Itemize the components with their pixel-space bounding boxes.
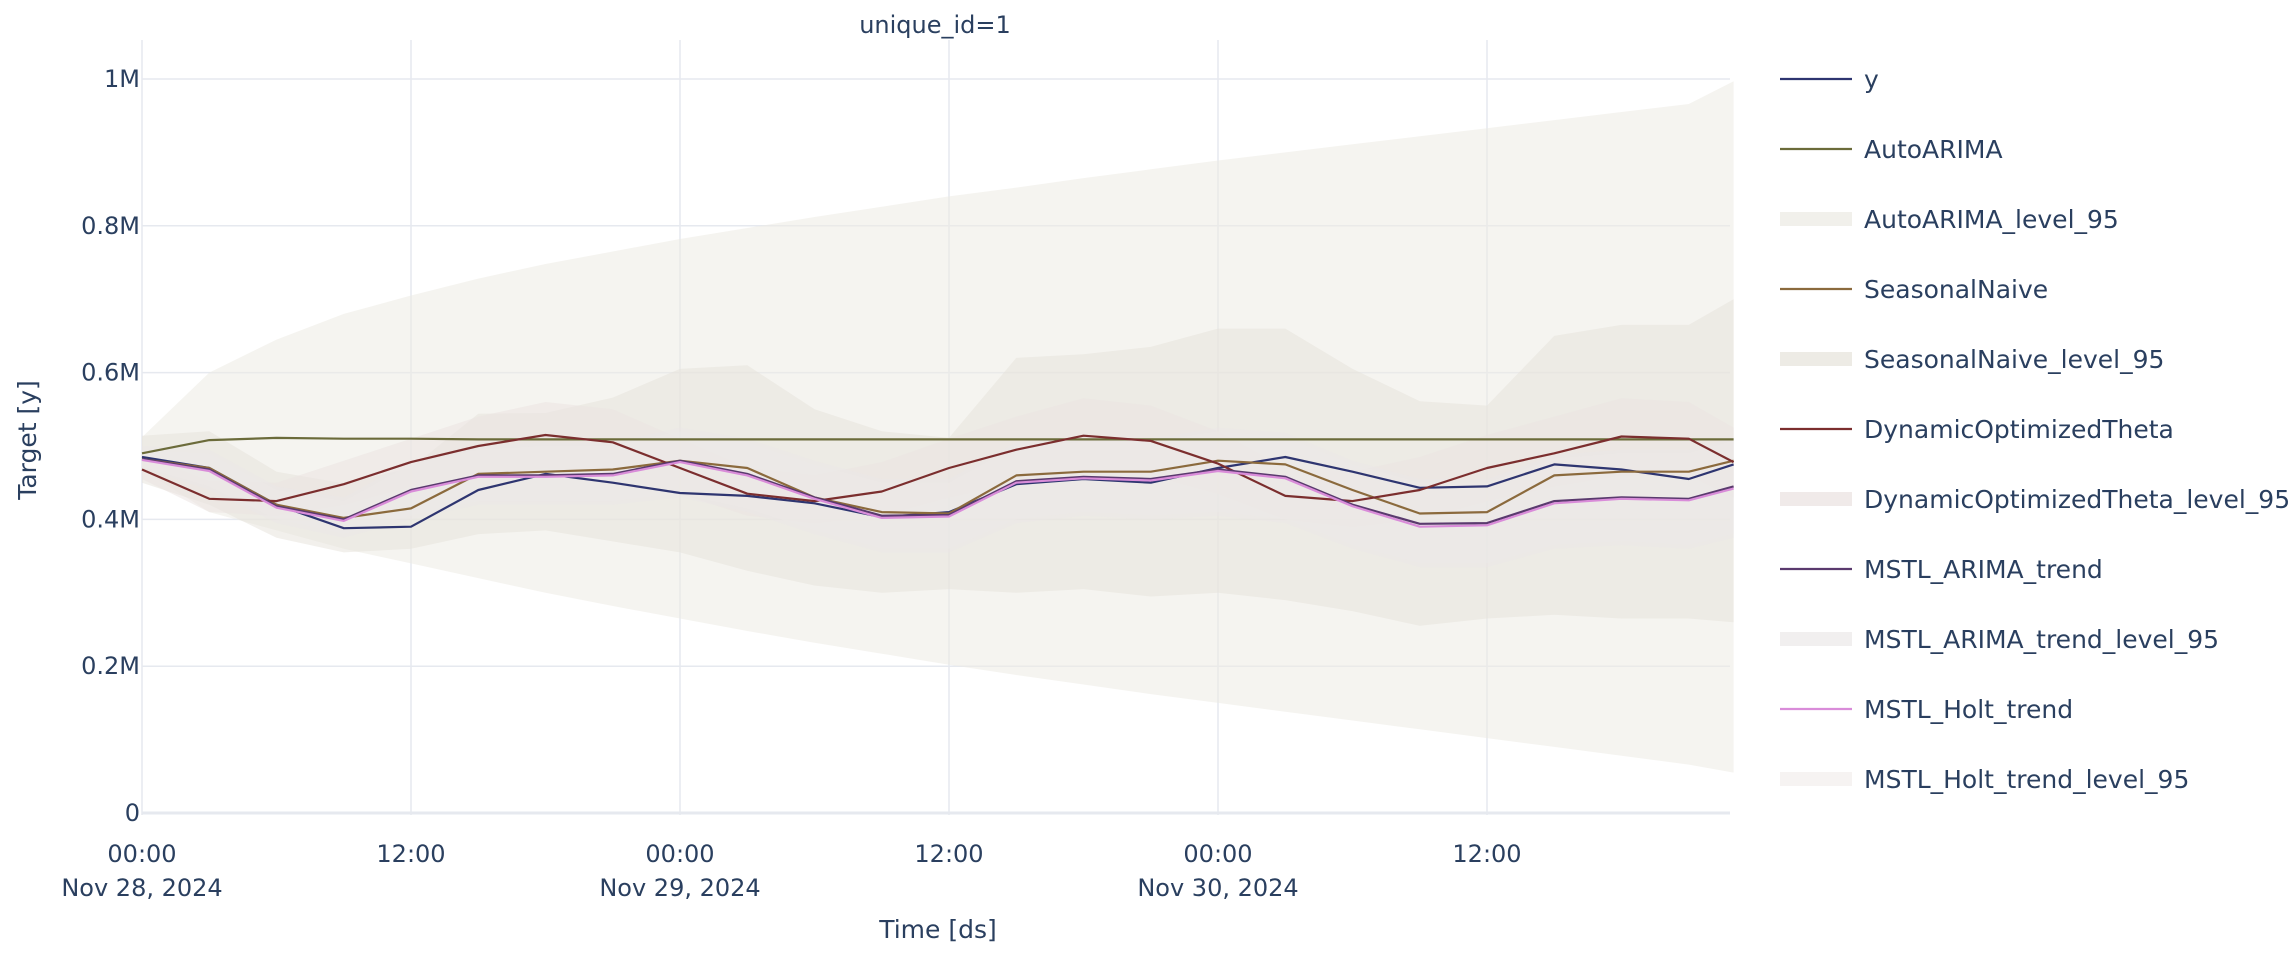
band-mstl-holt-trend-level-95 — [142, 431, 1734, 564]
x-tick-label: 00:00 — [1183, 840, 1252, 868]
legend-item-seasonalnaive-level-95[interactable]: SeasonalNaive_level_95 — [1780, 345, 2164, 374]
x-tick-label: 12:00 — [376, 840, 445, 868]
y-axis-title: Target [y] — [13, 380, 42, 501]
x-tick-label: 00:00 — [645, 840, 714, 868]
legend-swatch — [1780, 492, 1852, 506]
legend-label: MSTL_Holt_trend_level_95 — [1864, 765, 2189, 794]
legend-swatch — [1780, 212, 1852, 226]
legend-swatch — [1780, 632, 1852, 646]
legend-swatch — [1780, 772, 1852, 786]
legend-label: SeasonalNaive — [1864, 275, 2048, 304]
legend-swatch — [1780, 352, 1852, 366]
x-tick-label: 12:00 — [1452, 840, 1521, 868]
legend-item-autoarima-level-95[interactable]: AutoARIMA_level_95 — [1780, 205, 2119, 234]
legend-label: MSTL_Holt_trend — [1864, 695, 2073, 724]
legend-label: AutoARIMA_level_95 — [1864, 205, 2119, 234]
legend-item-y[interactable]: y — [1780, 65, 1879, 94]
line-y — [141, 455, 1734, 530]
line-autoarima — [141, 436, 1734, 455]
legend-label: y — [1864, 65, 1879, 94]
legend-item-mstl-arima-trend[interactable]: MSTL_ARIMA_trend — [1780, 555, 2103, 584]
y-tick-label: 0.2M — [81, 652, 140, 680]
band-mstl-arima-trend-level-95 — [142, 427, 1734, 568]
y-tick-label: 0.8M — [81, 212, 140, 240]
legend-item-seasonalnaive[interactable]: SeasonalNaive — [1780, 275, 2048, 304]
legend[interactable]: y AutoARIMA AutoARIMA_level_95 SeasonalNaiv… — [1780, 65, 2290, 794]
legend-label: DynamicOptimizedTheta_level_95 — [1864, 485, 2290, 514]
line-seasonalnaive — [141, 458, 1734, 520]
legend-label: SeasonalNaive_level_95 — [1864, 345, 2164, 374]
legend-item-dynamicoptimizedtheta-level-95[interactable]: DynamicOptimizedTheta_level_95 — [1780, 485, 2290, 514]
line-mstl-arima-trend — [141, 458, 1734, 525]
legend-item-mstl-holt-trend[interactable]: MSTL_Holt_trend — [1780, 695, 2073, 724]
x-tick-date-label: Nov 29, 2024 — [599, 874, 760, 902]
y-tick-label: 0 — [125, 799, 140, 827]
x-tick-date-label: Nov 30, 2024 — [1137, 874, 1298, 902]
x-axis-ticks: 00:00 Nov 28, 2024 12:00 00:00 Nov 29, 2024 1… — [61, 840, 1521, 902]
line-mstl-holt-trend — [141, 458, 1734, 528]
y-tick-label: 1M — [104, 65, 140, 93]
legend-item-mstl-arima-trend-level-95[interactable]: MSTL_ARIMA_trend_level_95 — [1780, 625, 2219, 654]
legend-label: DynamicOptimizedTheta — [1864, 415, 2174, 444]
legend-label: MSTL_ARIMA_trend_level_95 — [1864, 625, 2219, 654]
y-tick-label: 0.4M — [81, 505, 140, 533]
confidence-bands — [142, 81, 1734, 773]
x-axis-title: Time [ds] — [878, 915, 997, 944]
series-lines — [141, 433, 1735, 530]
line-dynamicoptimizedtheta — [141, 433, 1735, 503]
y-axis-ticks: 0 0.2M 0.4M 0.6M 0.8M 1M — [81, 65, 140, 827]
legend-label: MSTL_ARIMA_trend — [1864, 555, 2103, 584]
legend-label: AutoARIMA — [1864, 135, 2003, 164]
band-dynamicoptimizedtheta-level-95 — [142, 398, 1734, 527]
chart-title: unique_id=1 — [859, 11, 1011, 39]
y-tick-label: 0.6M — [81, 359, 140, 387]
legend-item-autoarima[interactable]: AutoARIMA — [1780, 135, 2003, 164]
x-tick-label: 12:00 — [914, 840, 983, 868]
legend-item-dynamicoptimizedtheta[interactable]: DynamicOptimizedTheta — [1780, 415, 2174, 444]
x-tick-date-label: Nov 28, 2024 — [61, 874, 222, 902]
legend-item-mstl-holt-trend-level-95[interactable]: MSTL_Holt_trend_level_95 — [1780, 765, 2189, 794]
x-tick-label: 00:00 — [107, 840, 176, 868]
